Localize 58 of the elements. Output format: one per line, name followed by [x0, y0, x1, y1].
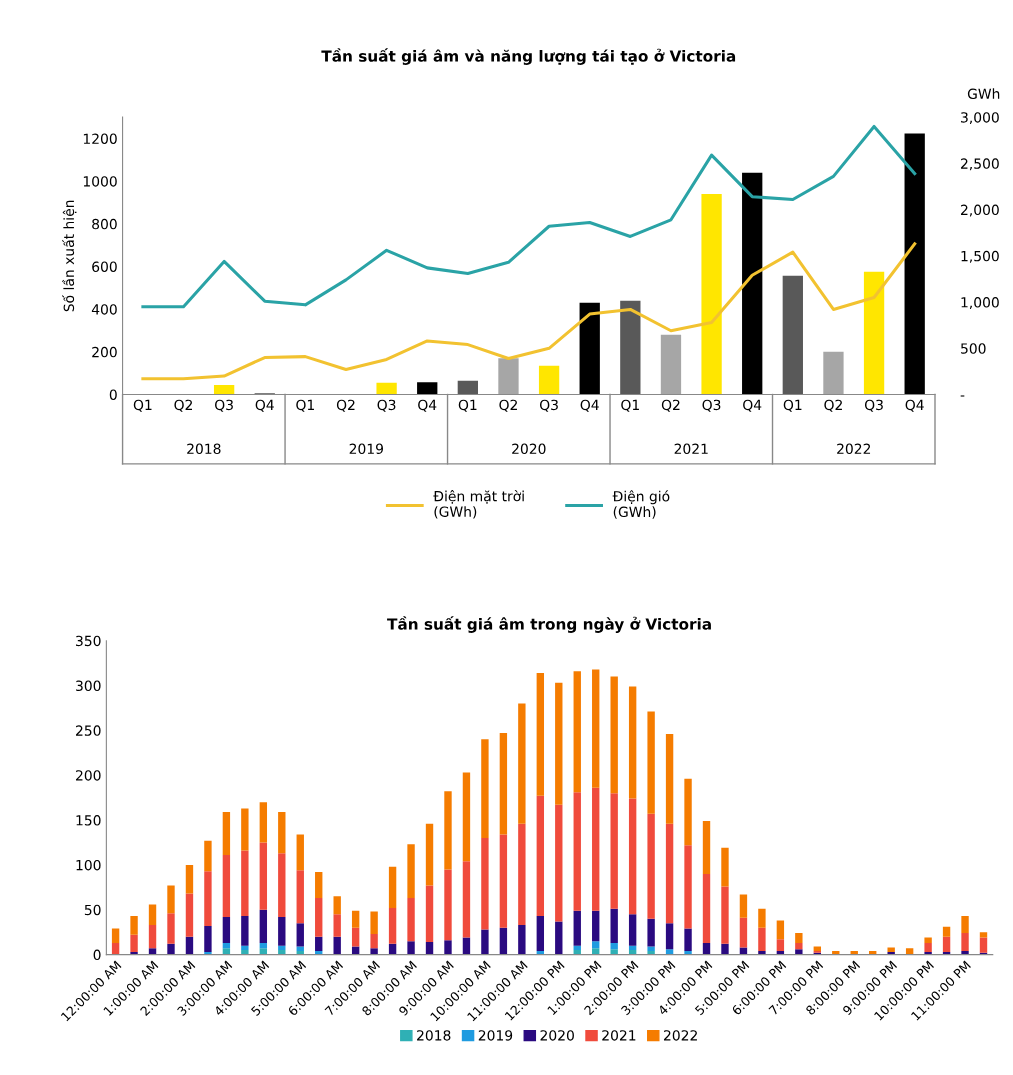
x-tick-label: Q1 — [133, 399, 152, 412]
x-tick-label: Q1 — [783, 399, 802, 412]
text: 2020 — [512, 443, 546, 455]
x-tick-label: Q2 — [174, 399, 192, 412]
chart-title: Tần suất giá âm và năng lượng tái tạo ở Victoria — [321, 48, 736, 65]
legend-label: 2021 — [602, 1030, 636, 1041]
x-tick-label: Q4 — [255, 399, 274, 412]
y2-axis-title: GWh — [967, 88, 1000, 100]
y-tick-label: 200 — [92, 346, 117, 358]
x-tick-label: Q4 — [418, 399, 437, 412]
y-tick-label: 150 — [76, 815, 101, 826]
y2-tick-label: - — [960, 395, 965, 397]
y-tick-label: 250 — [76, 725, 101, 736]
y-axis-title: Số lần xuất hiện — [62, 200, 77, 312]
legend-label: 2020 — [540, 1030, 574, 1041]
x-tick-label: Q4 — [905, 399, 924, 412]
text: 2022 — [837, 443, 871, 455]
legend-label: 2018 — [417, 1030, 451, 1041]
x-tick-label: Q2 — [824, 399, 842, 412]
y2-tick-label: 2,500 — [961, 158, 999, 171]
y-tick-label: 1200 — [83, 133, 117, 144]
y-tick-label: 50 — [84, 904, 101, 916]
x-tick-label: Q3 — [702, 399, 721, 412]
y-tick-label: 0 — [109, 389, 117, 400]
chart-title: Tần suất giá âm trong ngày ở Victoria — [387, 616, 711, 633]
x-tick-label: Q1 — [296, 399, 314, 412]
legend-label: 2022 — [664, 1030, 697, 1041]
x-tick-label: Q3 — [539, 399, 558, 412]
x-tick-label: Q3 — [864, 399, 883, 412]
text: 2018 — [187, 443, 221, 455]
y-tick-label: 200 — [76, 770, 101, 781]
x-tick-label: Q1 — [458, 399, 477, 412]
y2-tick-label: 2,000 — [961, 204, 999, 217]
text: 2019 — [349, 443, 383, 455]
y-tick-label: 0 — [93, 949, 101, 961]
x-tick-label: Q3 — [215, 399, 233, 412]
y-tick-label: 100 — [76, 859, 101, 871]
x-tick-label: Q1 — [621, 399, 639, 412]
y2-tick-label: 3,000 — [961, 112, 999, 125]
y-tick-label: 300 — [76, 680, 101, 692]
x-tick-label: Q2 — [661, 399, 680, 412]
x-tick-label: Q2 — [336, 399, 355, 412]
legend-label: Điện mặt trời (GWh) — [433, 490, 524, 519]
y2-tick-label: 1,500 — [961, 250, 999, 263]
legend-label: 2019 — [478, 1030, 513, 1041]
y2-tick-label: 500 — [961, 343, 986, 354]
text: 2021 — [674, 443, 708, 455]
y-tick-label: 350 — [76, 635, 101, 647]
y-tick-label: 400 — [91, 304, 117, 315]
x-tick-label: Q4 — [743, 399, 762, 412]
y-tick-label: 800 — [92, 218, 117, 230]
x-tick-label: Q3 — [377, 399, 396, 412]
x-tick-label: Q2 — [499, 399, 517, 412]
y-tick-label: 600 — [92, 261, 117, 272]
y2-tick-label: 1,000 — [961, 297, 999, 309]
x-tick-label: Q4 — [580, 399, 599, 412]
legend-label: Điện gió (GWh) — [612, 490, 670, 519]
y-tick-label: 1000 — [83, 176, 117, 187]
